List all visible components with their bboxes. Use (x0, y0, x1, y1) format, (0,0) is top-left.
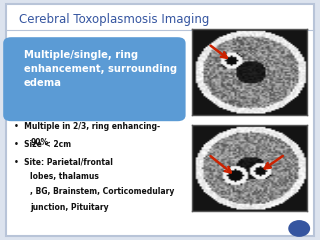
Text: 90%: 90% (30, 138, 49, 146)
Text: junction, Pituitary: junction, Pituitary (30, 203, 109, 212)
FancyBboxPatch shape (3, 37, 186, 121)
Circle shape (289, 221, 309, 236)
Text: Cerebral Toxoplasmosis Imaging: Cerebral Toxoplasmosis Imaging (19, 13, 210, 26)
Text: , BG, Brainstem, Corticomedulary: , BG, Brainstem, Corticomedulary (30, 187, 175, 196)
Text: •  Multiple in 2/3, ring enhancing-: • Multiple in 2/3, ring enhancing- (14, 122, 161, 132)
Text: Multiple/single, ring
enhancement, surrounding
edema: Multiple/single, ring enhancement, surro… (24, 50, 177, 88)
Text: •  Size < 2cm: • Size < 2cm (14, 140, 72, 149)
FancyBboxPatch shape (6, 4, 314, 236)
Text: lobes, thalamus: lobes, thalamus (30, 172, 99, 181)
Text: •  Site: Parietal/frontal: • Site: Parietal/frontal (14, 157, 113, 166)
